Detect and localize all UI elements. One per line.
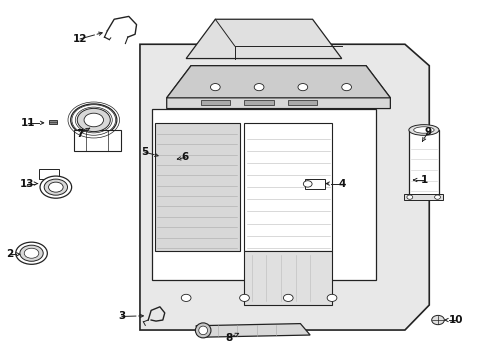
Ellipse shape	[40, 176, 72, 198]
Circle shape	[434, 195, 440, 199]
Circle shape	[406, 195, 412, 199]
Circle shape	[431, 315, 444, 325]
Text: 9: 9	[424, 127, 431, 137]
Polygon shape	[196, 324, 309, 337]
Bar	[287, 100, 317, 105]
Circle shape	[239, 294, 249, 301]
Ellipse shape	[413, 127, 433, 133]
Text: 2: 2	[6, 249, 14, 259]
Text: 4: 4	[337, 179, 345, 189]
Circle shape	[341, 84, 351, 91]
Circle shape	[326, 294, 336, 301]
Text: 10: 10	[448, 315, 462, 325]
Bar	[305, 179, 324, 189]
Ellipse shape	[44, 179, 67, 195]
Bar	[403, 194, 442, 200]
Ellipse shape	[77, 108, 110, 132]
Ellipse shape	[24, 248, 39, 258]
Text: 7: 7	[76, 129, 83, 139]
Text: 3: 3	[118, 311, 125, 321]
Polygon shape	[244, 123, 331, 251]
Ellipse shape	[84, 113, 103, 127]
Circle shape	[254, 84, 264, 91]
Ellipse shape	[195, 323, 210, 338]
Circle shape	[210, 84, 220, 91]
Ellipse shape	[20, 245, 43, 261]
Polygon shape	[166, 66, 389, 109]
Text: 11: 11	[21, 118, 35, 128]
Circle shape	[303, 181, 311, 187]
Text: 8: 8	[225, 333, 232, 343]
Polygon shape	[154, 123, 239, 251]
Text: 1: 1	[420, 175, 427, 185]
Bar	[201, 100, 229, 105]
Circle shape	[297, 84, 307, 91]
Bar	[39, 169, 59, 179]
Text: 5: 5	[141, 147, 148, 157]
Polygon shape	[152, 109, 375, 280]
Ellipse shape	[71, 104, 117, 136]
Ellipse shape	[408, 125, 438, 135]
Text: 12: 12	[73, 34, 87, 44]
Polygon shape	[166, 66, 389, 98]
Polygon shape	[186, 19, 341, 59]
Bar	[49, 120, 57, 123]
Polygon shape	[244, 251, 331, 305]
Ellipse shape	[16, 242, 47, 264]
Polygon shape	[74, 130, 120, 152]
Circle shape	[181, 294, 191, 301]
Text: 13: 13	[20, 179, 34, 189]
Circle shape	[283, 294, 292, 301]
Bar	[244, 100, 273, 105]
Text: 6: 6	[181, 153, 188, 162]
Polygon shape	[140, 44, 428, 330]
Ellipse shape	[199, 326, 207, 335]
Polygon shape	[408, 130, 438, 198]
Ellipse shape	[48, 182, 63, 192]
